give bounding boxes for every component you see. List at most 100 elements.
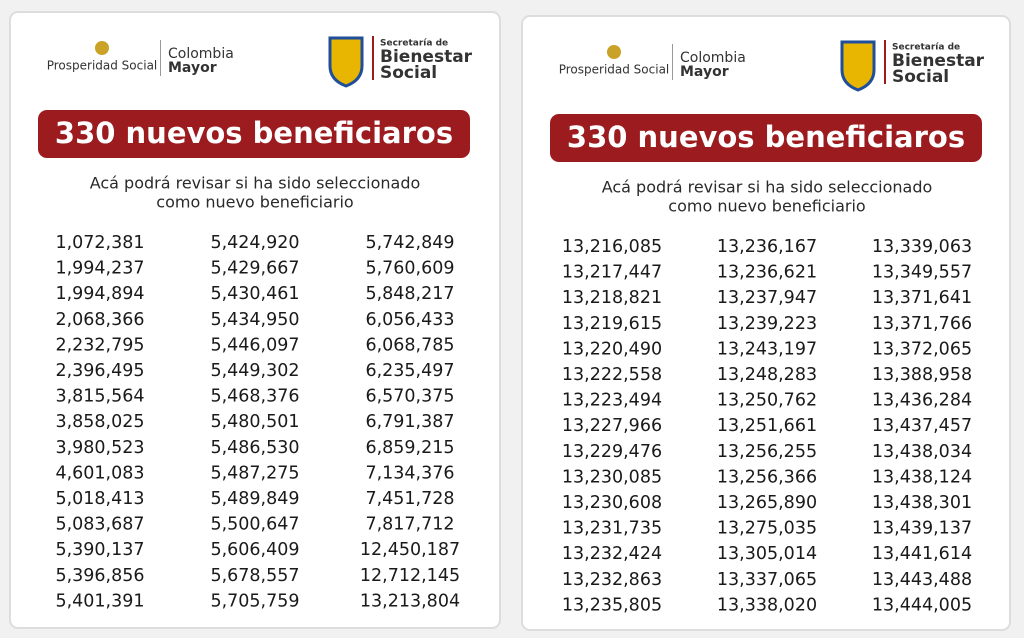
social-text: Social	[892, 67, 949, 87]
beneficiary-id: 5,430,461	[210, 284, 299, 304]
beneficiary-id: 13,436,284	[872, 391, 972, 411]
beneficiary-id: 13,256,366	[717, 467, 817, 487]
beneficiary-id: 13,217,447	[562, 263, 662, 283]
logo-divider	[672, 44, 673, 80]
shield-icon	[840, 40, 876, 92]
beneficiary-id: 13,222,558	[562, 365, 662, 385]
mayor-text: Mayor	[680, 64, 729, 80]
beneficiary-id: 13,438,301	[872, 493, 972, 513]
beneficiary-id: 13,213,804	[360, 591, 460, 611]
beneficiary-id: 6,056,433	[365, 310, 454, 330]
beneficiary-id: 13,275,035	[717, 519, 817, 539]
beneficiary-id: 13,227,966	[562, 416, 662, 436]
prosperidad-emblem	[607, 45, 621, 59]
beneficiary-id: 5,606,409	[210, 540, 299, 560]
beneficiary-id: 13,388,958	[872, 365, 972, 385]
beneficiary-id: 13,338,020	[717, 595, 817, 615]
beneficiary-id: 6,235,497	[365, 361, 454, 381]
beneficiary-id: 13,236,621	[717, 263, 817, 283]
secretaria-text: Secretaría de	[380, 39, 448, 49]
beneficiary-id: 13,219,615	[562, 314, 662, 334]
title-banner	[38, 110, 470, 158]
beneficiary-id: 5,083,687	[55, 515, 144, 535]
beneficiary-id: 5,487,275	[210, 463, 299, 483]
title-banner	[550, 114, 982, 162]
beneficiary-id: 5,401,391	[55, 591, 144, 611]
beneficiary-id: 13,444,005	[872, 595, 972, 615]
prosperidad-text: Prosperidad Social	[559, 63, 670, 77]
panel-background	[9, 11, 501, 629]
beneficiary-id: 5,429,667	[210, 259, 299, 279]
beneficiary-id: 5,742,849	[365, 233, 454, 253]
beneficiary-id: 13,371,766	[872, 314, 972, 334]
beneficiary-id: 1,072,381	[55, 233, 144, 253]
beneficiary-id: 13,256,255	[717, 442, 817, 462]
beneficiary-id: 13,239,223	[717, 314, 817, 334]
beneficiary-id: 5,486,530	[210, 438, 299, 458]
mayor-text: Mayor	[168, 60, 217, 76]
title: 330 nuevos beneficiaros	[567, 120, 965, 154]
subtitle: como nuevo beneficiario	[668, 197, 865, 216]
shield-icon	[328, 36, 364, 88]
beneficiary-id: 13,337,065	[717, 570, 817, 590]
beneficiary-id: 13,438,034	[872, 442, 972, 462]
beneficiary-id: 5,480,501	[210, 412, 299, 432]
beneficiary-id: 13,439,137	[872, 519, 972, 539]
beneficiary-id: 13,231,735	[562, 519, 662, 539]
beneficiary-id: 12,712,145	[360, 566, 460, 586]
social-text: Social	[380, 63, 437, 83]
beneficiary-id: 2,396,495	[55, 361, 144, 381]
logo-divider	[372, 36, 374, 80]
beneficiary-id: 5,468,376	[210, 387, 299, 407]
beneficiary-id: 6,791,387	[365, 412, 454, 432]
colombia-text: Colombia	[168, 46, 234, 62]
beneficiary-id: 5,434,950	[210, 310, 299, 330]
beneficiary-id: 6,859,215	[365, 438, 454, 458]
beneficiary-id: 13,349,557	[872, 263, 972, 283]
beneficiary-id: 13,220,490	[562, 339, 662, 359]
beneficiary-id: 13,250,762	[717, 391, 817, 411]
beneficiary-id: 13,251,661	[717, 416, 817, 436]
beneficiary-id: 12,450,187	[360, 540, 460, 560]
beneficiary-id: 13,235,805	[562, 595, 662, 615]
beneficiary-id: 13,216,085	[562, 237, 662, 257]
beneficiary-id: 7,134,376	[365, 463, 454, 483]
bienestar-text: Bienestar	[892, 51, 985, 71]
beneficiary-id: 2,232,795	[55, 335, 144, 355]
beneficiary-id: 13,437,457	[872, 416, 972, 436]
bienestar-text: Bienestar	[380, 47, 473, 67]
logo-divider	[160, 40, 161, 76]
beneficiary-id: 5,500,647	[210, 515, 299, 535]
beneficiary-id: 13,438,124	[872, 467, 972, 487]
beneficiary-id: 5,396,856	[55, 566, 144, 586]
beneficiary-id: 3,980,523	[55, 438, 144, 458]
subtitle: como nuevo beneficiario	[156, 193, 353, 212]
beneficiary-id: 13,237,947	[717, 288, 817, 308]
beneficiary-id: 4,601,083	[55, 463, 144, 483]
beneficiary-id: 5,760,609	[365, 259, 454, 279]
subtitle: Acá podrá revisar si ha sido seleccionad…	[602, 178, 933, 197]
beneficiary-id: 5,705,759	[210, 591, 299, 611]
beneficiary-id: 13,265,890	[717, 493, 817, 513]
beneficiary-id: 5,390,137	[55, 540, 144, 560]
beneficiary-id: 13,372,065	[872, 339, 972, 359]
beneficiary-id: 13,230,608	[562, 493, 662, 513]
panel-background	[521, 15, 1011, 631]
beneficiary-id: 13,371,641	[872, 288, 972, 308]
beneficiary-id: 5,446,097	[210, 335, 299, 355]
beneficiary-id: 13,223,494	[562, 391, 662, 411]
beneficiary-id: 13,443,488	[872, 570, 972, 590]
beneficiary-id: 13,229,476	[562, 442, 662, 462]
prosperidad-emblem	[95, 41, 109, 55]
secretaria-text: Secretaría de	[892, 43, 960, 53]
logo-divider	[884, 40, 886, 84]
beneficiary-id: 5,018,413	[55, 489, 144, 509]
beneficiary-id: 13,232,863	[562, 570, 662, 590]
beneficiary-id: 3,815,564	[55, 387, 144, 407]
beneficiary-id: 13,248,283	[717, 365, 817, 385]
beneficiary-id: 1,994,237	[55, 259, 144, 279]
beneficiary-id: 5,489,849	[210, 489, 299, 509]
